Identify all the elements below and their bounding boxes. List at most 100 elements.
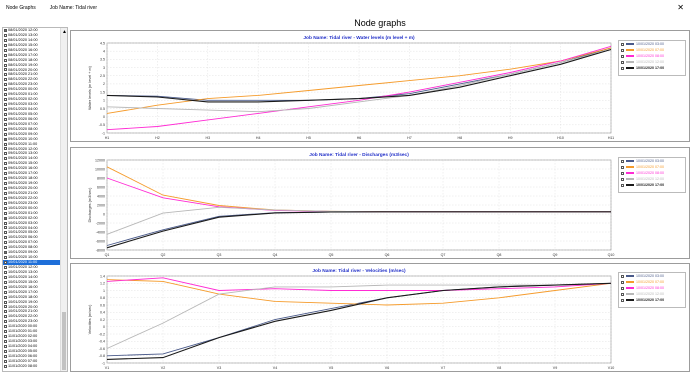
list-item-checkbox[interactable] xyxy=(4,231,7,235)
list-item-checkbox[interactable] xyxy=(4,43,7,47)
list-item[interactable]: 09/01/2020 20:00 xyxy=(3,186,67,191)
list-item-checkbox[interactable] xyxy=(4,132,7,136)
list-item[interactable]: 09/01/2020 15:00 xyxy=(3,161,67,166)
legend-item[interactable]: 10/01/2020 17:00 xyxy=(619,297,685,303)
list-item-checkbox[interactable] xyxy=(4,290,7,294)
time-list[interactable]: 08/01/2020 12:00 08/01/2020 13:00 08/01/20… xyxy=(2,27,68,372)
list-item[interactable]: 10/01/2020 02:00 xyxy=(3,216,67,221)
list-item[interactable]: 10/01/2020 23:00 xyxy=(3,319,67,324)
list-item-checkbox[interactable] xyxy=(4,73,7,77)
list-item[interactable]: 08/01/2020 17:00 xyxy=(3,53,67,58)
list-item[interactable]: 11/01/2020 04:00 xyxy=(3,344,67,349)
list-scrollbar[interactable]: ▲ xyxy=(60,28,67,371)
list-item[interactable]: 08/01/2020 15:00 xyxy=(3,43,67,48)
list-item[interactable]: 10/01/2020 01:00 xyxy=(3,211,67,216)
list-item[interactable]: 09/01/2020 03:00 xyxy=(3,102,67,107)
list-item-checkbox[interactable] xyxy=(4,295,7,299)
list-item-checkbox[interactable] xyxy=(4,310,7,314)
list-item-checkbox[interactable] xyxy=(4,275,7,279)
list-item-checkbox[interactable] xyxy=(4,364,7,368)
list-item[interactable]: 08/01/2020 23:00 xyxy=(3,82,67,87)
list-item[interactable]: 08/01/2020 18:00 xyxy=(3,58,67,63)
legend-item[interactable]: 10/01/2020 08:00 xyxy=(619,53,685,59)
list-item-checkbox[interactable] xyxy=(4,320,7,324)
list-item-checkbox[interactable] xyxy=(4,103,7,107)
list-item[interactable]: 10/01/2020 05:00 xyxy=(3,230,67,235)
list-item[interactable]: 10/01/2020 17:00 xyxy=(3,290,67,295)
list-item[interactable]: 11/01/2020 05:00 xyxy=(3,349,67,354)
list-item[interactable]: 09/01/2020 09:00 xyxy=(3,132,67,137)
list-item-checkbox[interactable] xyxy=(4,167,7,171)
list-item-checkbox[interactable] xyxy=(4,177,7,181)
list-item[interactable]: 09/01/2020 12:00 xyxy=(3,147,67,152)
list-item[interactable]: 10/01/2020 21:00 xyxy=(3,309,67,314)
list-item-checkbox[interactable] xyxy=(4,270,7,274)
list-item-checkbox[interactable] xyxy=(4,221,7,225)
tab-job-name[interactable]: Job Name: Tidal river xyxy=(49,5,97,11)
close-icon[interactable]: ✕ xyxy=(677,3,684,12)
list-item[interactable]: 10/01/2020 22:00 xyxy=(3,314,67,319)
list-item[interactable]: 10/01/2020 03:00 xyxy=(3,221,67,226)
list-item-checkbox[interactable] xyxy=(4,33,7,37)
list-item[interactable]: 10/01/2020 16:00 xyxy=(3,285,67,290)
list-item[interactable]: 10/01/2020 06:00 xyxy=(3,235,67,240)
legend-item[interactable]: 10/01/2020 07:00 xyxy=(619,47,685,53)
list-item-checkbox[interactable] xyxy=(4,157,7,161)
list-item[interactable]: 10/01/2020 14:00 xyxy=(3,275,67,280)
list-item[interactable]: 10/01/2020 19:00 xyxy=(3,300,67,305)
list-item[interactable]: 08/01/2020 20:00 xyxy=(3,68,67,73)
legend-item[interactable]: 10/01/2020 12:00 xyxy=(619,176,685,182)
list-item-checkbox[interactable] xyxy=(4,122,7,126)
list-item[interactable]: 09/01/2020 02:00 xyxy=(3,97,67,102)
scroll-up-icon[interactable]: ▲ xyxy=(62,29,67,35)
legend-checkbox[interactable] xyxy=(621,66,624,70)
legend-checkbox[interactable] xyxy=(621,183,624,187)
list-item-checkbox[interactable] xyxy=(4,325,7,329)
list-item-checkbox[interactable] xyxy=(4,88,7,92)
list-item[interactable]: 09/01/2020 05:00 xyxy=(3,112,67,117)
list-item[interactable]: 08/01/2020 16:00 xyxy=(3,48,67,53)
list-item-checkbox[interactable] xyxy=(4,48,7,52)
list-item-checkbox[interactable] xyxy=(4,186,7,190)
list-item-checkbox[interactable] xyxy=(4,344,7,348)
legend-checkbox[interactable] xyxy=(621,274,624,278)
list-item[interactable]: 09/01/2020 19:00 xyxy=(3,181,67,186)
list-item-checkbox[interactable] xyxy=(4,354,7,358)
list-item-checkbox[interactable] xyxy=(4,261,7,265)
list-item[interactable]: 10/01/2020 10:00 xyxy=(3,255,67,260)
list-item-checkbox[interactable] xyxy=(4,201,7,205)
list-item[interactable]: 11/01/2020 06:00 xyxy=(3,354,67,359)
list-item-checkbox[interactable] xyxy=(4,142,7,146)
list-item[interactable]: 10/01/2020 13:00 xyxy=(3,270,67,275)
list-item-checkbox[interactable] xyxy=(4,251,7,255)
list-item-checkbox[interactable] xyxy=(4,315,7,319)
list-item-checkbox[interactable] xyxy=(4,246,7,250)
list-item[interactable]: 08/01/2020 12:00 xyxy=(3,28,67,33)
list-item[interactable]: 08/01/2020 19:00 xyxy=(3,63,67,68)
list-item[interactable]: 09/01/2020 04:00 xyxy=(3,107,67,112)
legend-checkbox[interactable] xyxy=(621,298,624,302)
list-item[interactable]: 08/01/2020 14:00 xyxy=(3,38,67,43)
list-item-checkbox[interactable] xyxy=(4,330,7,334)
legend-item[interactable]: 10/01/2020 03:00 xyxy=(619,158,685,164)
list-item[interactable]: 10/01/2020 07:00 xyxy=(3,240,67,245)
list-item-checkbox[interactable] xyxy=(4,206,7,210)
list-item[interactable]: 10/01/2020 11:00 xyxy=(3,260,67,265)
list-item[interactable]: 09/01/2020 11:00 xyxy=(3,142,67,147)
list-item[interactable]: 10/01/2020 20:00 xyxy=(3,305,67,310)
list-item-checkbox[interactable] xyxy=(4,349,7,353)
list-item[interactable]: 11/01/2020 07:00 xyxy=(3,359,67,364)
list-item[interactable]: 10/01/2020 09:00 xyxy=(3,250,67,255)
legend-item[interactable]: 10/01/2020 07:00 xyxy=(619,164,685,170)
list-item-checkbox[interactable] xyxy=(4,211,7,215)
list-item[interactable]: 11/01/2020 01:00 xyxy=(3,329,67,334)
list-item-checkbox[interactable] xyxy=(4,226,7,230)
legend-item[interactable]: 10/01/2020 03:00 xyxy=(619,273,685,279)
list-item-checkbox[interactable] xyxy=(4,83,7,87)
list-item[interactable]: 11/01/2020 02:00 xyxy=(3,334,67,339)
legend-item[interactable]: 10/01/2020 03:00 xyxy=(619,41,685,47)
legend-checkbox[interactable] xyxy=(621,280,624,284)
scroll-thumb[interactable] xyxy=(62,312,66,370)
list-item[interactable]: 11/01/2020 03:00 xyxy=(3,339,67,344)
list-item[interactable]: 10/01/2020 04:00 xyxy=(3,226,67,231)
